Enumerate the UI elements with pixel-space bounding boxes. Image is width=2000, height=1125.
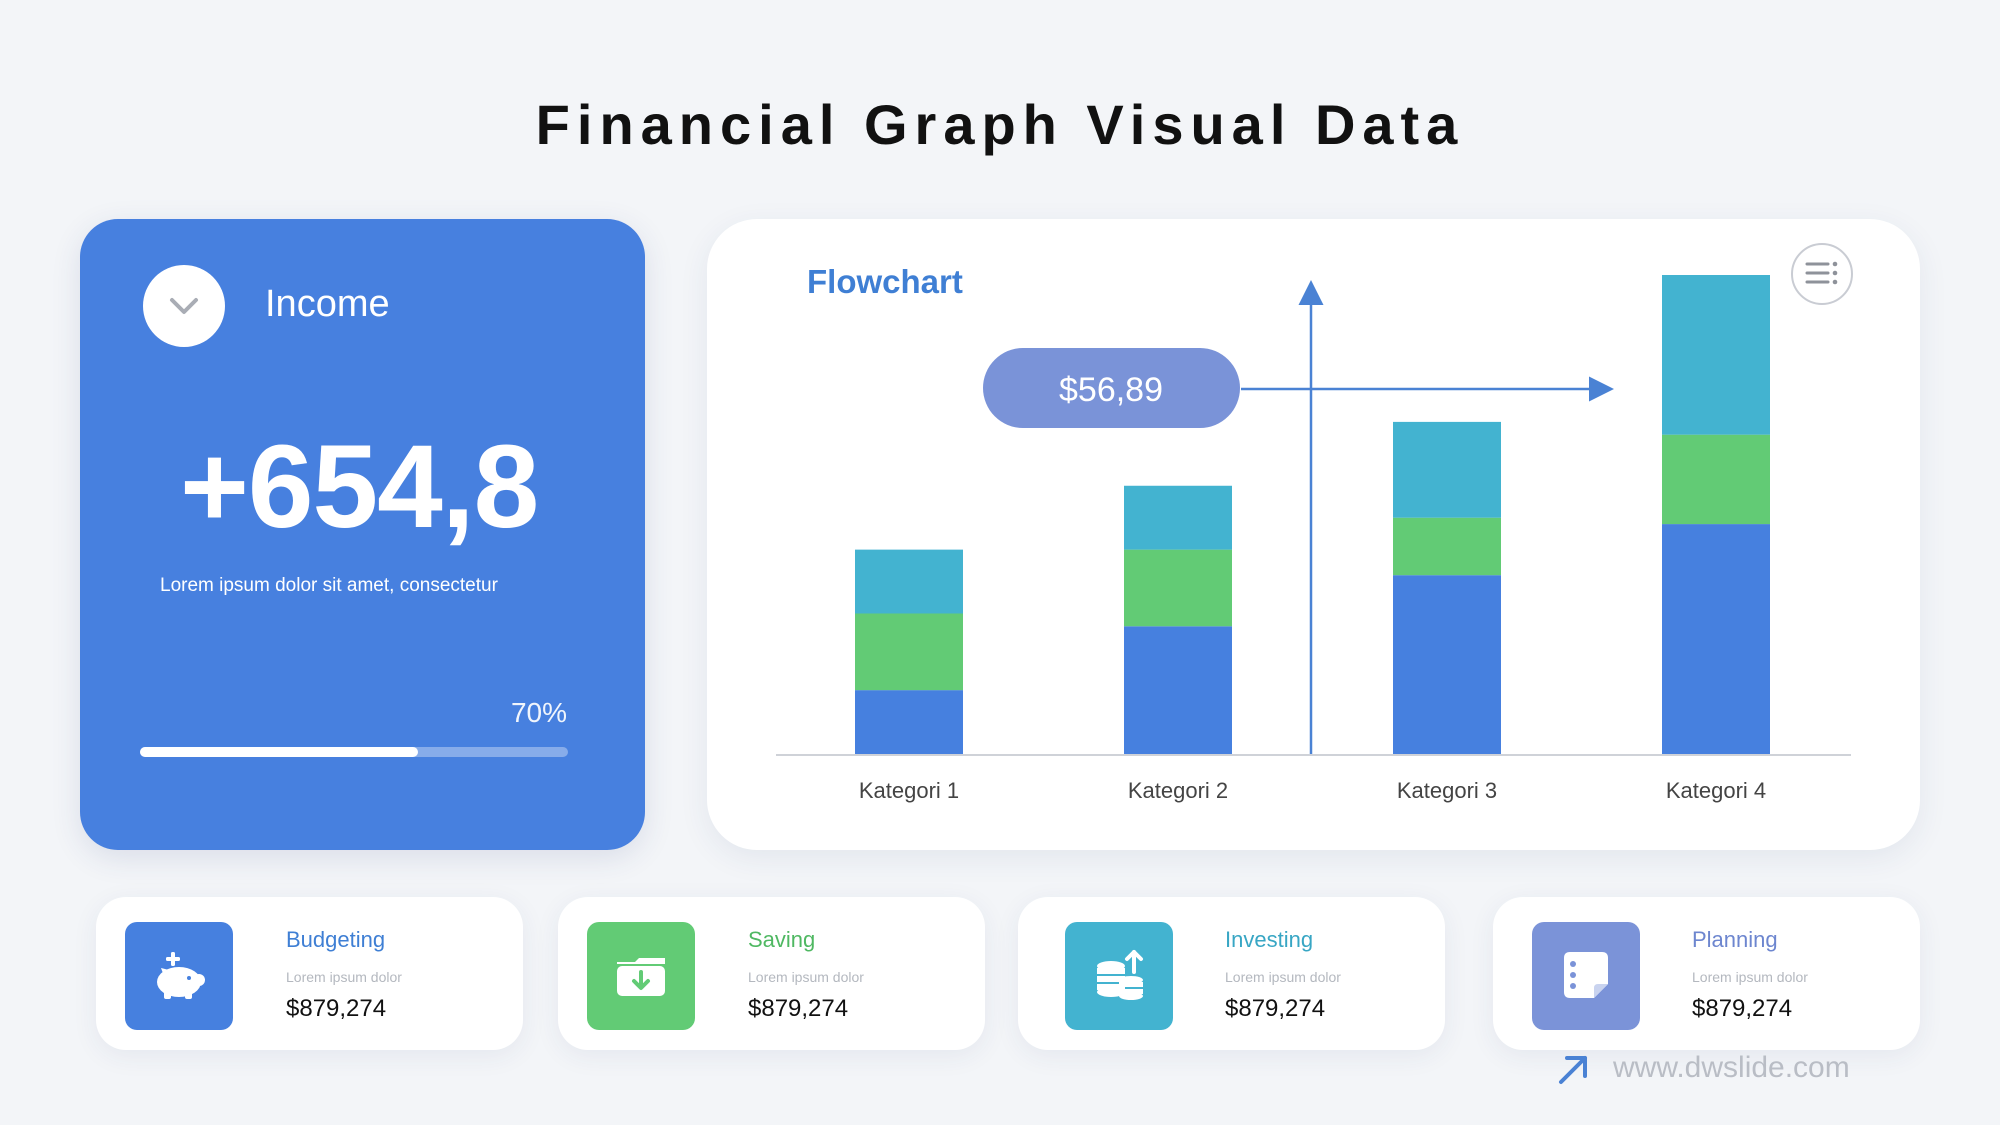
- bar-segment-1-1: [855, 690, 963, 754]
- callout-pill: [983, 348, 1240, 428]
- x-tick-label: Kategori 3: [1397, 778, 1497, 803]
- watermark-text: www.dwslide.com: [1613, 1051, 1850, 1084]
- bar-segment-1-3: [855, 549, 963, 614]
- planning-icon-tile: [1532, 922, 1640, 1030]
- x-tick-label: Kategori 2: [1128, 778, 1228, 803]
- callout-value: $56,89: [1059, 371, 1163, 409]
- budgeting-card[interactable]: Budgeting Lorem ipsum dolor $879,274: [96, 897, 523, 1050]
- chart-menu-button[interactable]: [1791, 243, 1853, 305]
- investing-card[interactable]: Investing Lorem ipsum dolor $879,274: [1018, 897, 1445, 1050]
- saving-value: $879,274: [748, 995, 849, 1022]
- note-icon: [1564, 952, 1608, 998]
- stacked-bar-chart: $56,89 Kategori 1 Kategori 2 Kategori 3 Kat…: [776, 275, 1851, 803]
- budgeting-icon-tile: [125, 922, 233, 1030]
- x-tick-label: Kategori 1: [859, 778, 959, 803]
- folder-download-icon: [617, 958, 665, 996]
- bar-segment-3-2: [1393, 517, 1501, 576]
- income-value: +654,8: [180, 421, 539, 553]
- saving-icon-tile: [587, 922, 695, 1030]
- page-title: Financial Graph Visual Data: [535, 93, 1465, 156]
- bar-segment-4-3: [1662, 275, 1770, 435]
- planning-card[interactable]: Planning Lorem ipsum dolor $879,274: [1493, 897, 1920, 1050]
- planning-subtitle: Lorem ipsum dolor: [1692, 969, 1808, 985]
- planning-value: $879,274: [1692, 995, 1793, 1022]
- saving-card[interactable]: Saving Lorem ipsum dolor $879,274: [558, 897, 985, 1050]
- saving-subtitle: Lorem ipsum dolor: [748, 969, 864, 985]
- income-progress-label: 70%: [510, 697, 567, 728]
- bar-segment-4-1: [1662, 524, 1770, 754]
- watermark: www.dwslide.com: [1537, 1048, 1850, 1088]
- chart-card: Flowchart $56,89 Kategori 1 Kategori 2 Kat…: [707, 219, 1920, 850]
- bar-segment-2-1: [1124, 626, 1232, 754]
- investing-value: $879,274: [1225, 995, 1326, 1022]
- bar-segment-3-3: [1393, 421, 1501, 518]
- income-toggle-button[interactable]: [143, 265, 225, 347]
- coins-stack-icon: [1097, 950, 1143, 1000]
- income-label: Income: [265, 283, 390, 325]
- saving-title: Saving: [748, 927, 816, 952]
- planning-title: Planning: [1692, 927, 1778, 952]
- piggy-bank-icon: [157, 952, 205, 999]
- budgeting-subtitle: Lorem ipsum dolor: [286, 969, 402, 985]
- bar-segment-2-3: [1124, 485, 1232, 550]
- bar-segment-1-2: [855, 613, 963, 691]
- income-progress-bar: [140, 747, 568, 757]
- investing-icon-tile: [1065, 922, 1173, 1030]
- income-card: Income +654,8 Lorem ipsum dolor sit amet…: [80, 219, 645, 850]
- list-menu-icon: [1805, 261, 1838, 285]
- chevron-down-icon: [170, 298, 198, 314]
- bar-segment-4-2: [1662, 434, 1770, 525]
- budgeting-value: $879,274: [286, 995, 387, 1022]
- x-tick-label: Kategori 4: [1666, 778, 1766, 803]
- budgeting-title: Budgeting: [286, 927, 386, 952]
- investing-subtitle: Lorem ipsum dolor: [1225, 969, 1341, 985]
- investing-title: Investing: [1225, 927, 1314, 952]
- bar-segment-3-1: [1393, 575, 1501, 754]
- income-progress-fill: [140, 747, 419, 757]
- income-description: Lorem ipsum dolor sit amet, consectetur: [160, 575, 498, 596]
- bar-segment-2-2: [1124, 549, 1232, 627]
- arrow-up-right-icon: [1559, 1056, 1587, 1084]
- chart-title: Flowchart: [807, 263, 963, 300]
